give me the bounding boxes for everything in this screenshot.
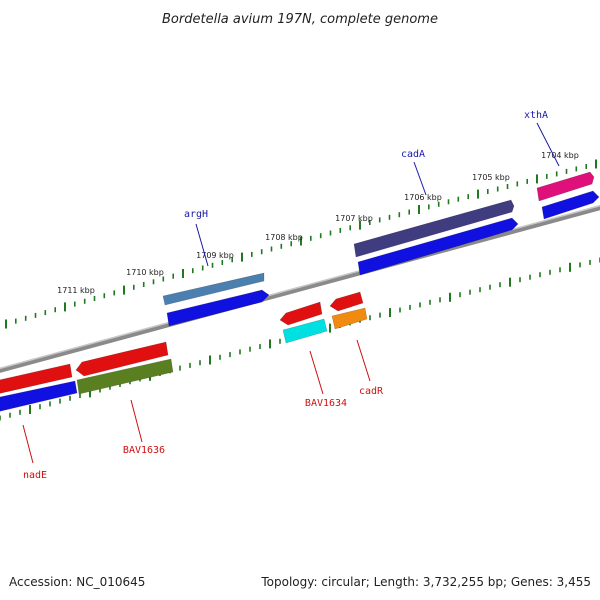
feature-BAV1634-cds[interactable]	[282, 318, 328, 344]
feature-xthA[interactable]	[536, 171, 595, 202]
scale-labels: 1711 kbp 1710 kbp 1709 kbp 1708 kbp 1707…	[57, 151, 579, 295]
scale-label-1711: 1711 kbp	[57, 286, 95, 295]
gene-label-xthA[interactable]: xthA	[524, 110, 548, 121]
feature-argH-cds[interactable]	[166, 289, 270, 327]
feature-BAV1636-cds[interactable]	[76, 358, 174, 395]
leader-BAV1634	[309, 350, 324, 395]
feature-cadR[interactable]	[329, 291, 364, 312]
genome-backbone	[0, 205, 600, 373]
gene-label-cadA[interactable]: cadA	[401, 149, 425, 160]
label-leaders	[22, 122, 560, 464]
map-title: Bordetella avium 197N, complete genome	[162, 12, 438, 27]
feature-xthA-cds[interactable]	[541, 190, 600, 220]
feature-tracks	[0, 171, 600, 412]
scale-label-1705: 1705 kbp	[472, 173, 510, 182]
scale-label-1704: 1704 kbp	[541, 151, 579, 160]
gene-label-nadE[interactable]: nadE	[23, 470, 47, 481]
gene-label-BAV1636[interactable]: BAV1636	[123, 445, 165, 456]
feature-cadA[interactable]	[353, 199, 515, 258]
scale-label-1706: 1706 kbp	[404, 193, 442, 202]
scale-label-1709: 1709 kbp	[196, 251, 234, 260]
gene-label-cadR[interactable]: cadR	[359, 386, 384, 397]
feature-nadE-cds[interactable]	[0, 380, 78, 412]
outer-tick-ring	[5, 159, 597, 329]
gene-label-argH[interactable]: argH	[184, 209, 208, 220]
leader-cadA	[413, 161, 427, 196]
leader-argH	[195, 223, 209, 267]
backbone-highlight	[0, 204, 600, 370]
scale-label-1710: 1710 kbp	[126, 268, 164, 277]
scale-label-1708: 1708 kbp	[265, 233, 303, 242]
feature-argH[interactable]	[162, 272, 265, 306]
feature-cadR-cds[interactable]	[331, 307, 368, 330]
feature-cadA-cds[interactable]	[357, 217, 519, 276]
feature-BAV1634[interactable]	[279, 301, 323, 326]
leader-xthA	[536, 122, 560, 167]
leader-nadE	[22, 424, 34, 464]
feature-BAV1636[interactable]	[75, 341, 169, 377]
leader-cadR	[356, 339, 371, 382]
accession-text: Accession: NC_010645	[9, 575, 145, 589]
leader-BAV1636	[130, 399, 143, 443]
gene-labels: argH cadA xthA nadE BAV1636 BAV1634 cadR	[23, 110, 548, 481]
scale-label-1707: 1707 kbp	[335, 214, 373, 223]
gene-label-BAV1634[interactable]: BAV1634	[305, 398, 347, 409]
feature-nadE[interactable]	[0, 363, 73, 394]
genome-summary-text: Topology: circular; Length: 3,732,255 bp…	[260, 575, 591, 589]
